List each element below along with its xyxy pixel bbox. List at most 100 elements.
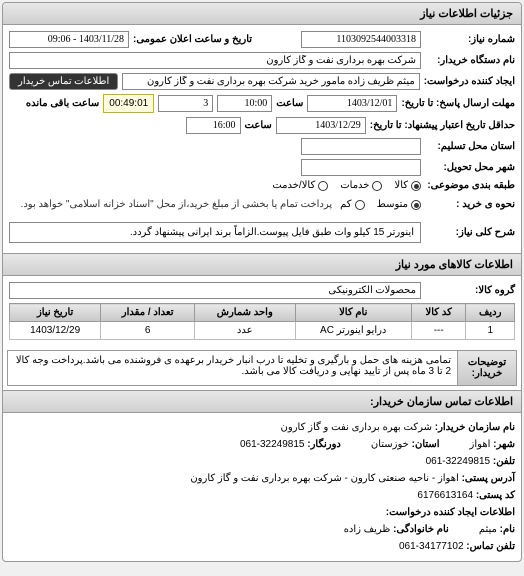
panel-title: جزئیات اطلاعات نیاز [3,3,521,25]
valid-time-label: ساعت [245,120,272,131]
contact-address-line: آدرس پستی: اهواز - ناحیه صنعتی کارون - ش… [9,470,515,487]
buyer-desc-row: توضیحات خریدار: تمامی هزینه های حمل و با… [7,350,517,386]
creator-name-line: نام: میثم نام خانوادگی: ظریف زاده [9,521,515,538]
remain-days-input[interactable] [158,95,213,112]
contact-postal-line: کد پستی: 6176613164 [9,487,515,504]
radio-icon [411,200,421,210]
td-unit: عدد [195,322,296,340]
public-date-label: تاریخ و ساعت اعلان عمومی: [133,34,252,45]
creator-label: ایجاد کننده درخواست: [424,76,515,87]
delivery-city-input[interactable] [301,159,421,176]
panel-body: شماره نیاز: تاریخ و ساعت اعلان عمومی: نا… [3,25,521,253]
radio-mid[interactable]: متوسط [377,199,421,210]
delivery-city-row: شهر محل تحویل: [9,159,515,176]
contact-phone-label: تلفن تماس: [466,541,515,552]
radio-low[interactable]: کم [340,199,364,210]
td-qty: 6 [101,322,195,340]
general-desc-row: شرح کلی نیاز: اینورتر 15 کیلو وات طبق فا… [9,222,515,243]
td-code: --- [411,322,466,340]
purchase-radio-group: متوسط کم [340,199,421,210]
province-value: خوزستان [371,439,409,450]
fax-label: دورنگار: [307,439,341,450]
req-number-label: شماره نیاز: [425,34,515,45]
org-label: نام سازمان خریدار: [435,422,515,433]
contact-section: نام سازمان خریدار: شرکت بهره برداری نفت … [3,413,521,561]
details-panel: جزئیات اطلاعات نیاز شماره نیاز: تاریخ و … [2,2,522,562]
city-label: شهر: [493,439,515,450]
valid-deadline-label: حداقل تاریخ اعتبار پیشنهاد: تا تاریخ: [370,120,515,131]
contact-phone-line: تلفن: 32249815-061 [9,453,515,470]
buyer-desc-label: توضیحات خریدار: [457,350,517,386]
th-code: کد کالا [411,304,466,322]
radio-icon [318,181,328,191]
general-desc-box: اینورتر 15 کیلو وات طبق فایل پیوست.الزام… [9,222,421,243]
remain-time-box: 00:49:01 [103,94,154,113]
th-name: نام کالا [295,304,411,322]
resp-time-input[interactable] [217,95,272,112]
th-qty: تعداد / مقدار [101,304,195,322]
service-loc-label: استان محل تسلیم: [425,141,515,152]
td-reqdate: 1403/12/29 [10,322,101,340]
th-unit: واحد شمارش [195,304,296,322]
req-number-row: شماره نیاز: تاریخ و ساعت اعلان عمومی: [9,31,515,48]
buyer-label: نام دستگاه خریدار: [425,55,515,66]
family-value: ظریف زاده [344,524,391,535]
name-label: نام: [500,524,515,535]
creator-row: ایجاد کننده درخواست: اطلاعات تماس خریدار [9,73,515,90]
delivery-city-label: شهر محل تحویل: [425,162,515,173]
radio-khadamat[interactable]: خدمات [340,180,382,191]
resp-deadline-label: مهلت ارسال پاسخ: تا تاریخ: [401,98,515,109]
province-label: استان: [412,439,440,450]
service-loc-row: استان محل تسلیم: [9,138,515,155]
req-number-input[interactable] [301,31,421,48]
buyer-row: نام دستگاه خریدار: [9,52,515,69]
td-row: 1 [466,322,515,340]
name-value: میثم [479,524,497,535]
valid-time-input[interactable] [186,117,241,134]
purchase-type-row: نحوه ی خرید : متوسط کم پرداخت تمام یا بخ… [9,195,515,214]
family-label: نام خانوادگی: [393,524,449,535]
purchase-note: پرداخت تمام یا بخشی از مبلغ خرید،از محل … [17,195,337,214]
contact-city-line: شهر: اهواز استان: خوزستان دورنگار: 32249… [9,436,515,453]
service-loc-input[interactable] [301,138,421,155]
radio-icon [355,200,365,210]
buyer-desc-content: تمامی هزینه های حمل و بارگیری و تخلیه تا… [7,350,457,386]
td-name: درایو اینورتر AC [295,322,411,340]
package-radio-group: کالا خدمات کالا/خدمت [272,180,421,191]
valid-date-input[interactable] [276,117,366,134]
contact-info-button[interactable]: اطلاعات تماس خریدار [9,73,118,90]
creator-phone-line: تلفن تماس: 34177102-061 [9,538,515,555]
table-header-row: ردیف کد کالا نام کالا واحد شمارش تعداد /… [10,304,515,322]
goods-group-input[interactable] [9,282,421,299]
creator-input[interactable] [122,73,419,90]
postal-label: کد پستی: [476,490,515,501]
goods-body: گروه کالا: ردیف کد کالا نام کالا واحد شم… [3,276,521,346]
goods-group-row: گروه کالا: [9,282,515,299]
creator-info-title: اطلاعات ایجاد کننده درخواست: [9,504,515,521]
radio-both[interactable]: کالا/خدمت [272,180,328,191]
purchase-type-label: نحوه ی خرید : [425,199,515,210]
remain-label: ساعت باقی مانده [26,98,99,109]
phone-label: تلفن: [493,456,515,467]
radio-icon [411,181,421,191]
response-deadline-row: مهلت ارسال پاسخ: تا تاریخ: ساعت 00:49:01… [9,94,515,113]
phone-value: 32249815-061 [426,456,491,467]
contact-org-line: نام سازمان خریدار: شرکت بهره برداری نفت … [9,419,515,436]
general-desc-label: شرح کلی نیاز: [425,227,515,238]
contact-header: اطلاعات تماس سازمان خریدار: [3,390,521,413]
goods-group-label: گروه کالا: [425,285,515,296]
buyer-input[interactable] [9,52,421,69]
org-value: شرکت بهره برداری نفت و گاز کارون [281,422,432,433]
fax-value: 32249815-061 [240,439,305,450]
resp-date-input[interactable] [307,95,397,112]
public-date-input[interactable] [9,31,129,48]
th-row: ردیف [466,304,515,322]
city-value: اهواز [470,439,491,450]
goods-section-title: اطلاعات کالاهای مورد نیاز [3,253,521,276]
address-value: اهواز - ناحیه صنعتی کارون - شرکت بهره بر… [190,473,458,484]
valid-deadline-row: حداقل تاریخ اعتبار پیشنهاد: تا تاریخ: سا… [9,117,515,134]
package-row: طبقه بندی موضوعی: کالا خدمات کالا/خدمت [9,180,515,191]
radio-kala[interactable]: کالا [394,180,421,191]
contact-phone-value: 34177102-061 [399,541,464,552]
address-label: آدرس پستی: [462,473,515,484]
